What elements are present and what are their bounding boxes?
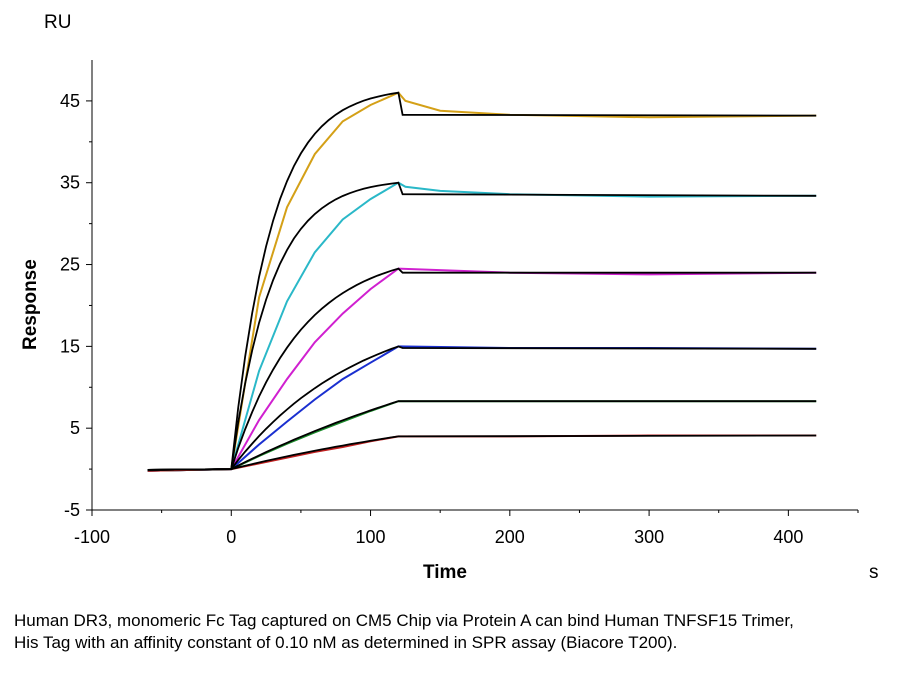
x-unit-label: s xyxy=(869,562,879,583)
figure-caption: Human DR3, monomeric Fc Tag captured on … xyxy=(14,611,794,652)
y-tick-label: 5 xyxy=(70,418,80,438)
fit-curve-1 xyxy=(147,91,817,471)
y-tick-label: -5 xyxy=(64,500,80,520)
y-tick-label: 35 xyxy=(60,173,80,193)
series-line-1 xyxy=(147,91,817,472)
y-tick-label: 15 xyxy=(60,336,80,356)
axes: -5 5 15 25 35 45 -100 0 100 200 300 400 xyxy=(60,60,859,547)
fit-curve-5 xyxy=(147,400,817,471)
x-tick-label: 400 xyxy=(773,527,803,547)
curves xyxy=(147,91,817,472)
x-tick-label: 200 xyxy=(495,527,525,547)
x-axis-title: Time xyxy=(423,562,468,583)
fit-curve-4 xyxy=(147,345,817,471)
x-tick-label: 100 xyxy=(356,527,386,547)
fit-curve-3 xyxy=(147,267,817,471)
x-tick-label: 300 xyxy=(634,527,664,547)
series-line-2 xyxy=(147,181,817,472)
fit-curve-2 xyxy=(147,181,817,471)
y-unit-label: RU xyxy=(44,12,72,33)
y-axis-title: Response xyxy=(20,259,41,350)
y-tick-label: 45 xyxy=(60,91,80,111)
y-tick-label: 25 xyxy=(60,255,80,275)
x-tick-label: 0 xyxy=(226,527,236,547)
x-tick-label: -100 xyxy=(74,527,110,547)
fit-curve-6 xyxy=(147,434,817,471)
